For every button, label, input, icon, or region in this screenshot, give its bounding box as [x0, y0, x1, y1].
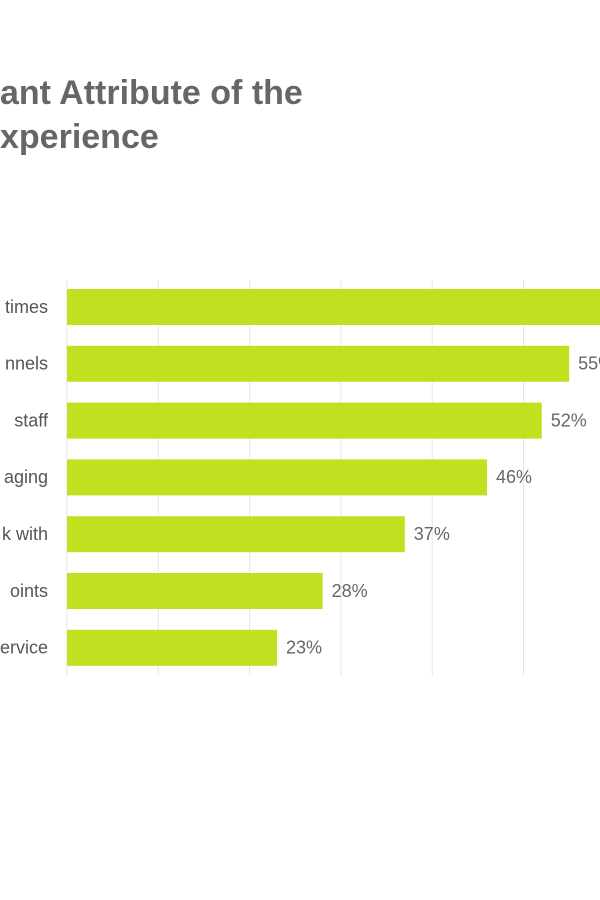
value-label: 52%	[551, 410, 587, 430]
category-label: ervice	[0, 638, 48, 658]
chart-title: xperience	[0, 118, 159, 156]
bar	[67, 516, 405, 553]
category-label: nnels	[5, 354, 48, 374]
bar	[67, 459, 487, 496]
value-label: 46%	[496, 467, 532, 487]
value-label: 23%	[286, 638, 322, 658]
bar	[67, 629, 277, 666]
category-label: oints	[10, 581, 48, 601]
category-label: aging	[4, 467, 48, 487]
category-label: staff	[14, 410, 49, 430]
bar	[67, 345, 570, 382]
bar	[67, 573, 323, 609]
category-label: times	[5, 297, 48, 317]
chart-title: ant Attribute of the	[0, 74, 303, 112]
value-label: 28%	[332, 581, 368, 601]
category-label: k with	[2, 524, 48, 544]
value-label: 55%	[578, 354, 600, 374]
value-label: 37%	[414, 524, 450, 544]
bar	[67, 289, 600, 325]
bar	[67, 402, 542, 439]
